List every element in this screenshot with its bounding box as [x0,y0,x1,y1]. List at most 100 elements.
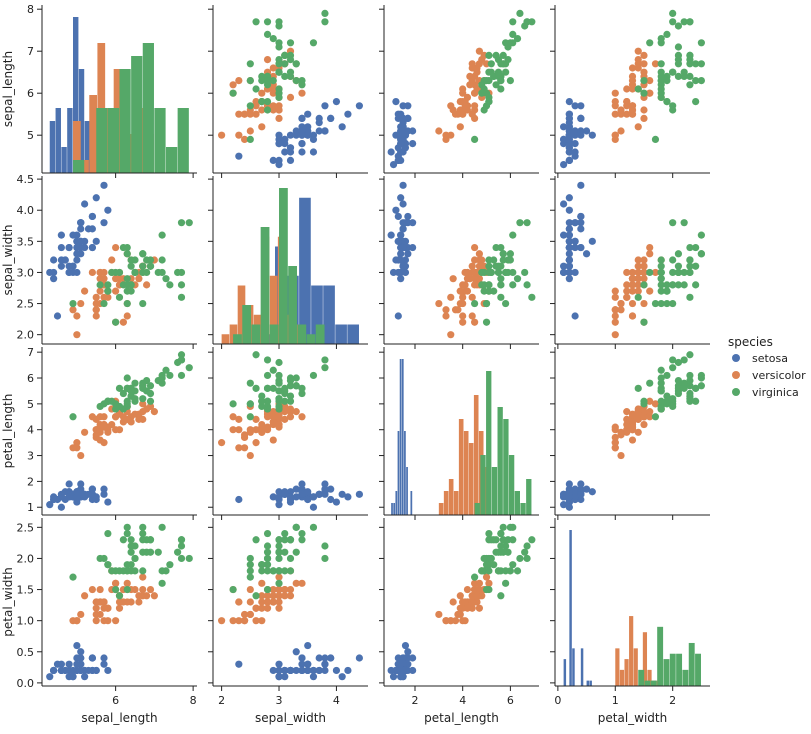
point-virginica [497,281,505,289]
point-setosa [355,654,363,662]
point-virginica [646,379,654,387]
point-virginica [686,243,694,252]
point-virginica [281,548,289,556]
point-virginica [309,523,318,531]
point-virginica [252,592,260,600]
point-versicolor [468,262,476,270]
y-tick-label: 3.5 [17,235,35,248]
point-setosa [292,666,300,675]
point-setosa [582,250,591,258]
point-setosa [73,256,81,264]
point-versicolor [611,318,619,326]
hist-bar-versicolor [624,659,629,686]
point-virginica [680,268,688,277]
point-setosa [281,148,289,156]
point-virginica [669,18,677,26]
x-tick-label: 3 [276,694,283,707]
point-setosa [565,480,573,488]
point-virginica [263,585,272,594]
point-versicolor [475,250,483,258]
point-virginica [485,585,493,594]
point-versicolor [611,110,619,118]
point-setosa [577,480,585,488]
point-setosa [399,654,407,662]
point-virginica [162,275,170,283]
point-virginica [506,250,514,258]
point-setosa [394,156,402,164]
point-versicolor [81,428,89,436]
point-versicolor [258,123,266,131]
point-virginica [528,293,536,301]
point-virginica [674,268,683,277]
point-versicolor [442,131,450,139]
point-versicolor [442,617,450,625]
point-virginica [298,536,306,544]
point-setosa [571,268,579,277]
hist-bar-versicolor [81,160,89,173]
point-virginica [269,366,277,374]
point-setosa [65,660,73,668]
point-setosa [77,225,85,233]
point-setosa [399,200,407,208]
panel-petal_length-vs-petal_length [379,347,539,520]
point-versicolor [112,617,120,625]
point-setosa [298,148,306,156]
y-tick-label: 4.5 [17,173,35,186]
point-virginica [229,89,237,97]
point-virginica [100,299,108,308]
point-virginica [509,523,517,531]
point-virginica [246,567,254,575]
legend-marker-setosa [732,354,740,362]
point-versicolor [611,89,619,97]
hist-bar-versicolor [443,491,449,515]
point-setosa [577,127,585,135]
panel-petal_length-vs-petal_width [550,347,710,520]
point-virginica [640,89,648,97]
point-versicolor [451,617,460,625]
point-virginica [480,106,488,114]
point-virginica [69,299,77,308]
point-setosa [397,194,405,202]
hist-bar-setosa [335,324,347,344]
point-versicolor [269,102,277,110]
point-setosa [88,243,96,252]
point-virginica [123,400,131,408]
point-setosa [401,641,410,650]
point-versicolor [119,418,127,426]
point-setosa [88,485,96,493]
point-setosa [309,148,318,156]
point-setosa [332,666,341,675]
x-tick-label: 0 [554,694,561,707]
point-virginica [674,51,683,60]
hist-bar-virginica [73,160,85,173]
point-virginica [640,77,648,85]
point-setosa [84,490,93,498]
point-versicolor [263,413,272,421]
x-tick-label: 4 [333,694,340,707]
point-setosa [65,493,73,501]
point-versicolor [628,423,637,431]
point-setosa [397,148,405,156]
hist-bar-versicolor [448,479,454,515]
point-virginica [275,93,283,101]
point-virginica [185,219,193,227]
point-virginica [115,293,124,301]
point-virginica [177,293,186,301]
point-versicolor [651,60,660,68]
panel-sepal_length-vs-sepal_length [37,5,197,178]
point-versicolor [466,275,474,283]
hist-bar-virginica [503,419,509,515]
point-virginica [177,268,186,277]
point-versicolor [623,85,631,93]
point-virginica [499,523,507,531]
point-versicolor [628,410,637,418]
hist-bar-versicolor [89,95,98,173]
hist-bar-virginica [119,69,131,173]
hist-bar-virginica [676,653,683,686]
point-versicolor [628,102,637,110]
point-versicolor [240,444,249,452]
point-versicolor [229,413,237,421]
point-virginica [680,219,688,227]
point-setosa [50,495,58,504]
point-virginica [321,356,329,364]
